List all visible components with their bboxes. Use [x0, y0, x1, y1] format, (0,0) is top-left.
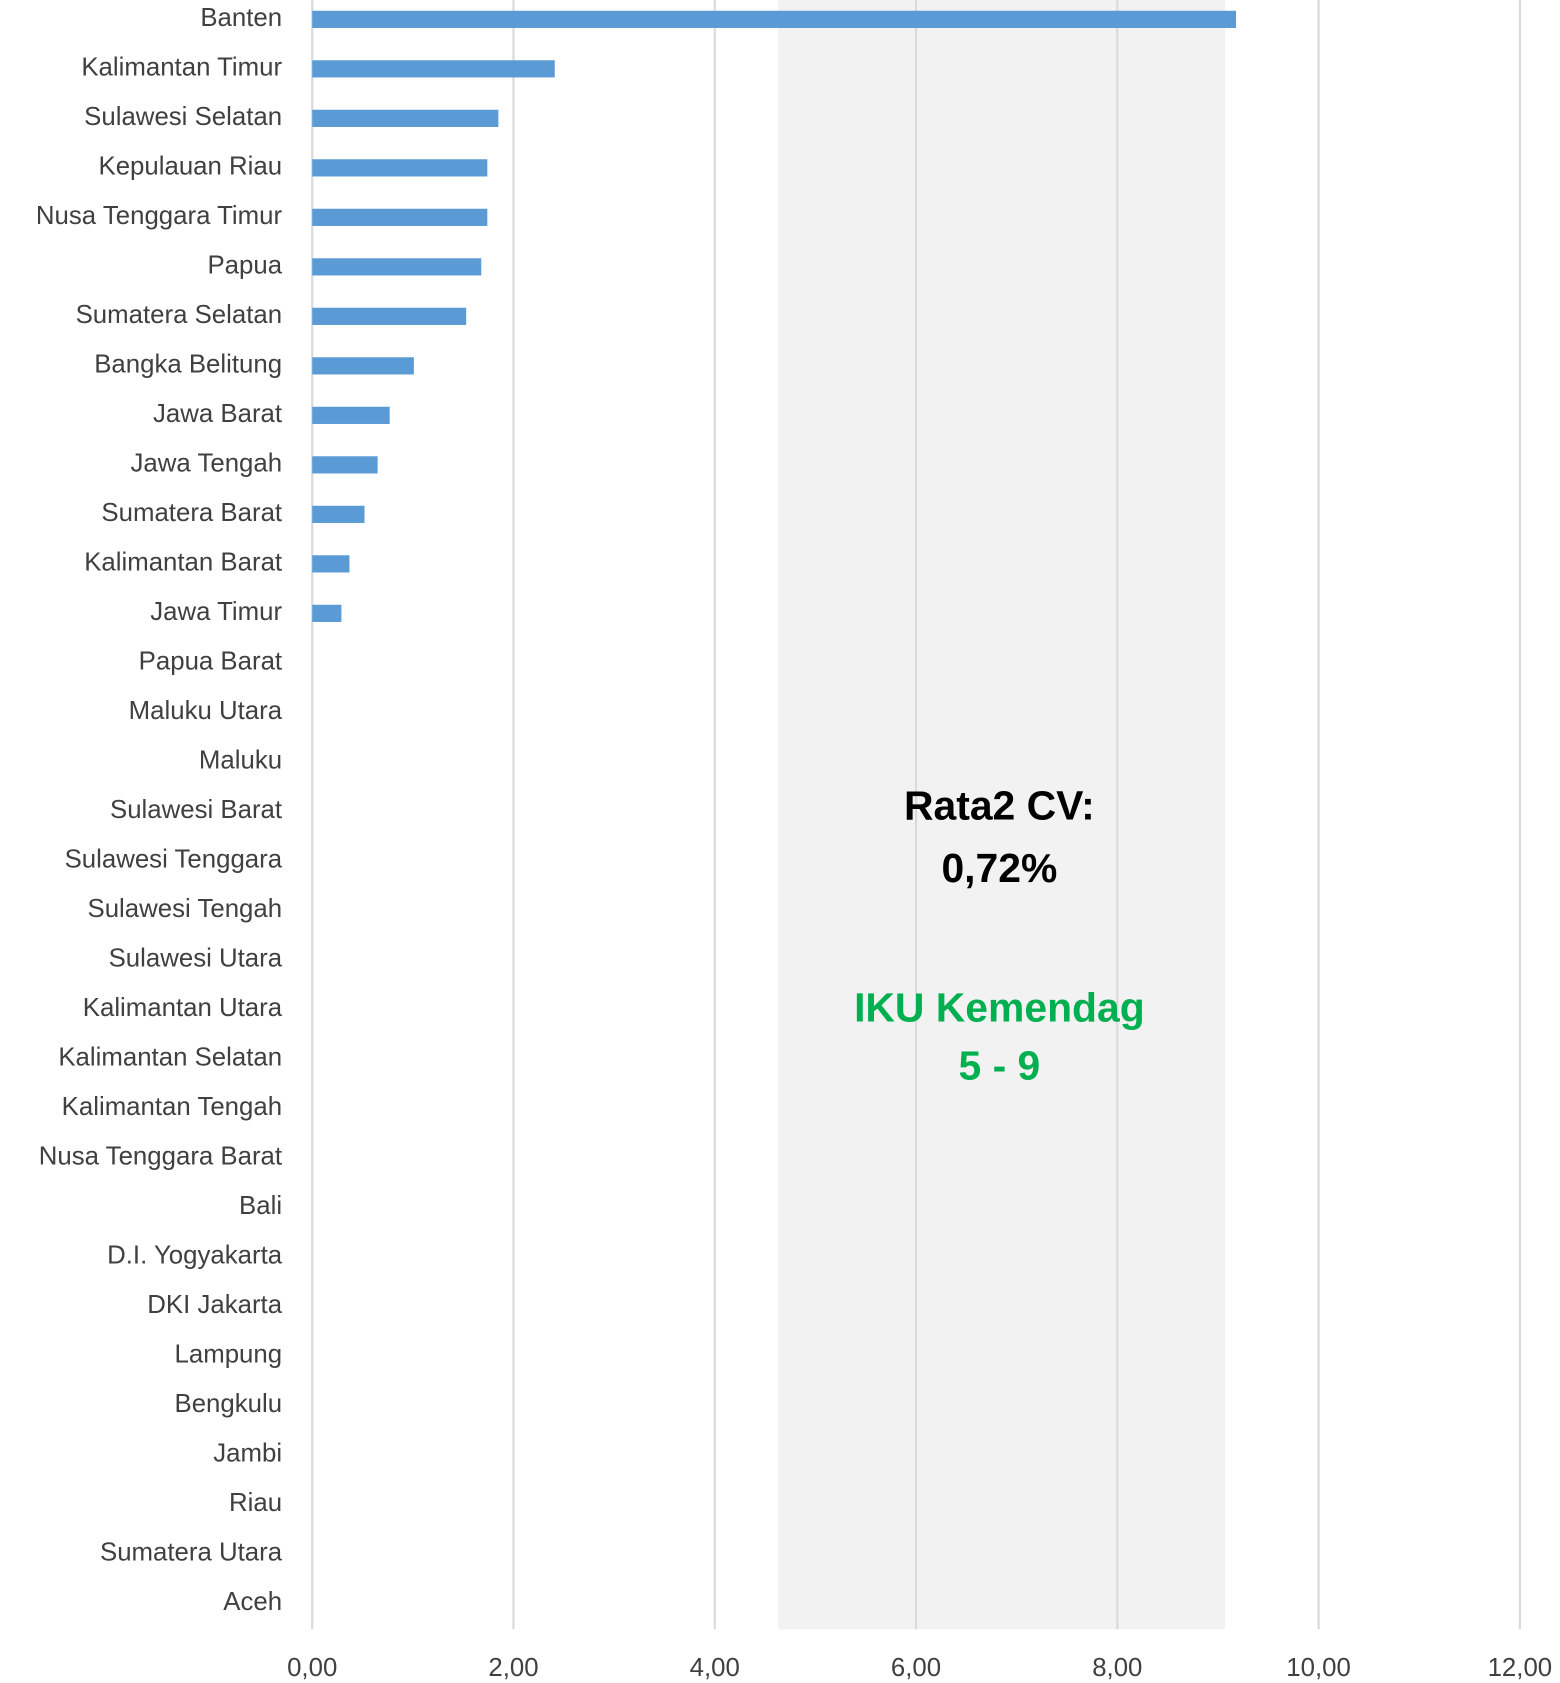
- y-tick-label: Maluku Utara: [129, 697, 283, 725]
- bar: [312, 258, 482, 276]
- y-tick-label: Jawa Timur: [150, 598, 282, 626]
- annotation: 0,72%: [941, 845, 1057, 891]
- y-tick-label: Bengkulu: [175, 1390, 283, 1418]
- y-tick-label: Sulawesi Tengah: [88, 895, 283, 923]
- y-tick-label: DKI Jakarta: [147, 1291, 282, 1319]
- y-tick-label: Lampung: [175, 1341, 283, 1369]
- y-tick-label: Kalimantan Barat: [84, 549, 282, 577]
- y-tick-label: Sulawesi Tenggara: [65, 846, 283, 874]
- y-tick-label: D.I. Yogyakarta: [107, 1242, 283, 1270]
- y-tick-label: Kalimantan Tengah: [62, 1093, 282, 1121]
- x-tick-label: 8,00: [1092, 1654, 1142, 1682]
- bar: [312, 307, 467, 325]
- bar: [312, 456, 378, 474]
- y-tick-label: Jawa Barat: [153, 400, 282, 428]
- y-tick-label: Riau: [229, 1489, 282, 1517]
- x-tick-label: 10,00: [1286, 1654, 1351, 1682]
- x-tick-label: 2,00: [488, 1654, 538, 1682]
- annotation: IKU Kemendag: [854, 985, 1145, 1031]
- y-tick-label: Sulawesi Selatan: [84, 103, 282, 131]
- x-tick-label: 6,00: [891, 1654, 941, 1682]
- y-tick-label: Bali: [239, 1192, 282, 1220]
- bar: [312, 555, 350, 573]
- y-tick-label: Kalimantan Selatan: [58, 1044, 282, 1072]
- bar: [312, 357, 414, 375]
- y-tick-label: Maluku: [199, 747, 282, 775]
- y-tick-label: Papua: [207, 252, 282, 280]
- bar: [312, 109, 499, 127]
- annotation: Rata2 CV:: [904, 782, 1095, 828]
- y-tick-label: Sumatera Barat: [101, 499, 282, 527]
- x-tick-label: 0,00: [287, 1654, 337, 1682]
- y-tick-label: Nusa Tenggara Barat: [39, 1143, 282, 1171]
- bar: [312, 604, 342, 622]
- y-tick-label: Sulawesi Utara: [109, 945, 283, 973]
- bar: [312, 10, 1237, 28]
- bar: [312, 406, 390, 424]
- x-tick-label: 12,00: [1488, 1654, 1553, 1682]
- y-tick-label: Aceh: [223, 1588, 282, 1616]
- bar: [312, 505, 365, 523]
- y-tick-label: Banten: [200, 4, 282, 32]
- bar: [312, 159, 488, 177]
- bar: [312, 208, 488, 226]
- y-tick-label: Kalimantan Timur: [81, 54, 282, 82]
- y-tick-label: Papua Barat: [139, 648, 282, 676]
- x-tick-label: 4,00: [690, 1654, 740, 1682]
- y-tick-label: Sulawesi Barat: [110, 796, 282, 824]
- bar: [312, 60, 555, 78]
- y-tick-label: Sumatera Selatan: [76, 301, 283, 329]
- y-tick-label: Jawa Tengah: [131, 450, 283, 478]
- annotation: 5 - 9: [958, 1043, 1040, 1089]
- target-band: [778, 0, 1226, 1630]
- y-tick-label: Kepulauan Riau: [98, 153, 282, 181]
- y-tick-label: Sumatera Utara: [100, 1539, 283, 1567]
- y-tick-label: Nusa Tenggara Timur: [36, 202, 283, 230]
- y-tick-label: Bangka Belitung: [94, 351, 282, 379]
- y-tick-label: Jambi: [213, 1440, 282, 1468]
- y-tick-label: Kalimantan Utara: [83, 994, 283, 1022]
